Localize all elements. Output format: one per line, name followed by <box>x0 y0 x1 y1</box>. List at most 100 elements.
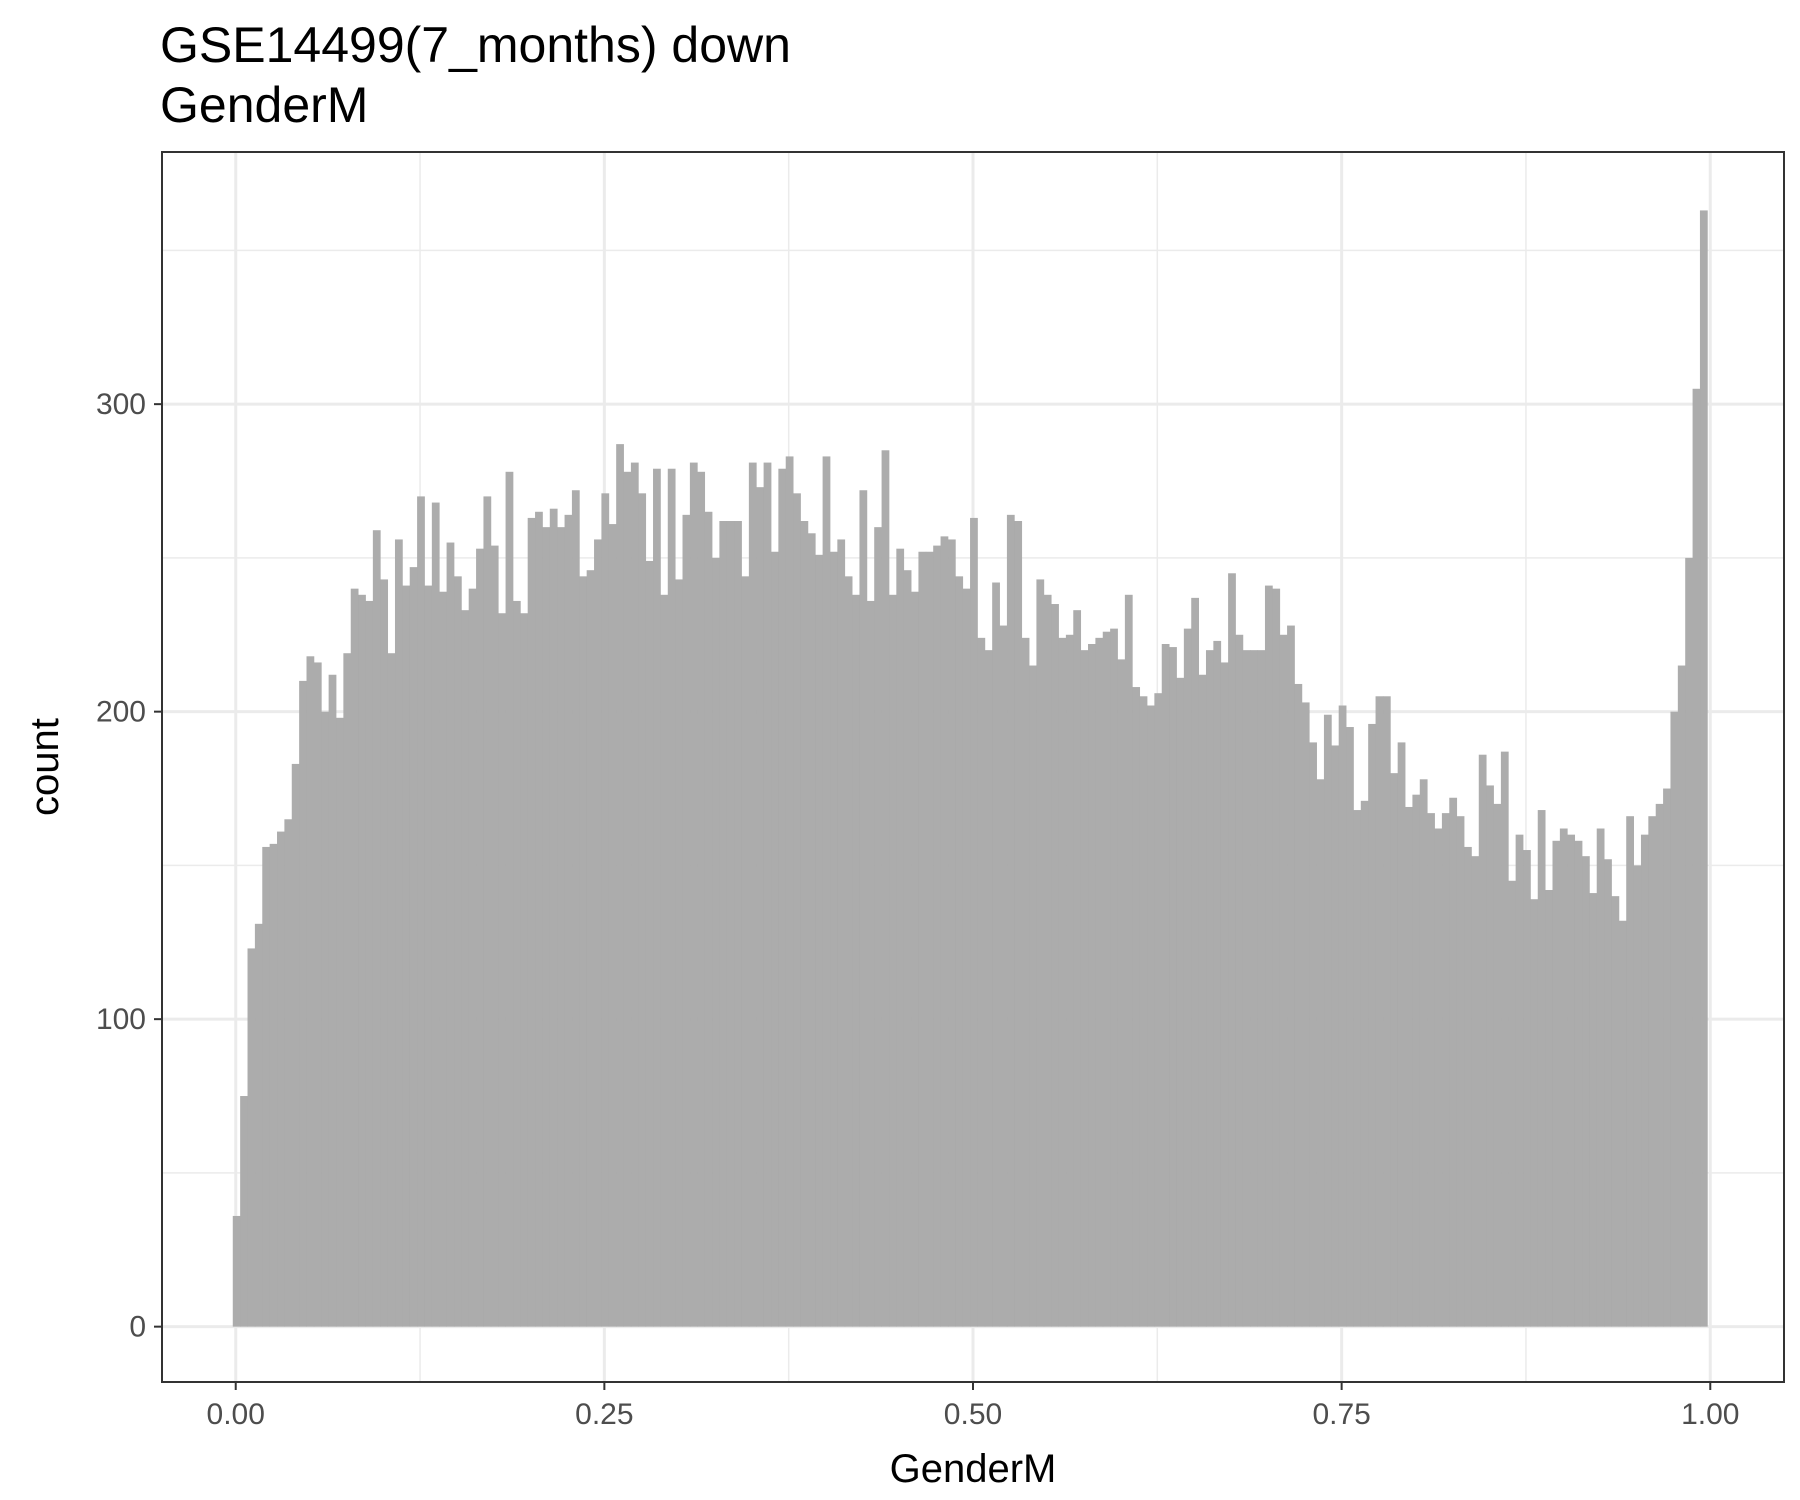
histogram-bar <box>1537 810 1546 1327</box>
histogram-bar <box>431 502 440 1327</box>
histogram-bar <box>1567 834 1576 1327</box>
histogram-bar <box>1154 693 1163 1327</box>
y-axis-title: count <box>23 718 67 816</box>
histogram-bar <box>1169 647 1177 1327</box>
y-axis: 0 100 200 300 <box>96 388 162 1344</box>
histogram-bar <box>977 637 986 1327</box>
histogram-bar <box>335 717 344 1327</box>
histogram-bar <box>1648 816 1657 1327</box>
histogram-bar <box>1301 702 1310 1327</box>
x-tick-label: 0.50 <box>944 1398 1002 1431</box>
histogram-bar <box>741 576 750 1327</box>
histogram-bar <box>1493 803 1502 1327</box>
histogram-bar <box>793 493 801 1327</box>
x-tick-label: 0.00 <box>207 1398 265 1431</box>
histogram-bar <box>697 471 706 1327</box>
histogram-bar <box>638 493 647 1327</box>
histogram-bar <box>1272 588 1281 1327</box>
x-tick-label: 1.00 <box>1681 1398 1739 1431</box>
histogram-bar <box>1368 723 1376 1327</box>
histogram-bar <box>579 576 588 1327</box>
histogram-bar <box>1139 696 1148 1327</box>
histogram-bar <box>1191 597 1200 1327</box>
histogram-bar <box>1095 637 1104 1327</box>
histogram-bar <box>1006 514 1015 1327</box>
histogram-bar <box>1545 890 1553 1327</box>
histogram-bar <box>557 527 565 1327</box>
histogram-bar <box>586 570 595 1327</box>
histogram-bar <box>512 600 521 1327</box>
histogram-bar <box>1110 628 1118 1327</box>
histogram-bar <box>1500 751 1509 1327</box>
histogram-bar <box>1449 797 1458 1327</box>
histogram-bar <box>1419 779 1428 1327</box>
histogram-bar <box>896 548 905 1327</box>
y-tick-label: 0 <box>129 1311 146 1344</box>
histogram-bar <box>933 545 941 1327</box>
histogram-bar <box>372 530 381 1327</box>
x-tick-label: 0.75 <box>1312 1398 1370 1431</box>
histogram-bar <box>940 536 949 1327</box>
histogram-bar <box>1250 650 1258 1327</box>
histogram-bar <box>1677 665 1686 1327</box>
histogram-bar <box>453 576 462 1327</box>
histogram-bar <box>1279 634 1288 1327</box>
histogram-bar <box>689 462 698 1327</box>
histogram-bar <box>409 567 418 1327</box>
histogram-bar <box>1589 893 1598 1327</box>
histogram-bar <box>999 625 1008 1327</box>
histogram-bar <box>1183 628 1192 1327</box>
histogram-bar <box>350 588 359 1327</box>
histogram-bar <box>483 496 492 1327</box>
histogram-bar <box>439 591 447 1327</box>
histogram-bar <box>1670 711 1679 1327</box>
histogram-bar <box>1257 650 1266 1327</box>
histogram-bar <box>1161 644 1170 1327</box>
histogram-bar <box>1508 880 1517 1327</box>
histogram-bar <box>601 493 610 1327</box>
histogram-bar <box>1574 840 1583 1327</box>
histogram-bar <box>1309 742 1317 1327</box>
histogram-bar <box>770 551 779 1327</box>
histogram-bar <box>844 576 853 1327</box>
histogram-bar <box>269 843 278 1327</box>
histogram-bar <box>829 551 838 1327</box>
histogram-bar <box>542 527 551 1327</box>
histogram-bar <box>1596 828 1605 1327</box>
histogram-bar <box>807 533 816 1327</box>
histogram-bar <box>616 444 624 1327</box>
histogram-bar <box>1441 813 1450 1327</box>
histogram-bar <box>284 819 293 1327</box>
histogram-bar <box>1382 696 1391 1327</box>
histogram-bar <box>1390 773 1399 1327</box>
histogram-bar <box>1685 557 1693 1327</box>
histogram-bar <box>734 521 742 1327</box>
histogram-bar <box>1014 521 1023 1327</box>
histogram-bar <box>874 527 882 1327</box>
histogram-bar <box>911 591 919 1327</box>
histogram-bar <box>1655 803 1664 1327</box>
histogram-bar <box>247 948 256 1327</box>
histogram-bar <box>468 588 477 1327</box>
histogram-bar <box>1478 754 1487 1327</box>
histogram-bar <box>277 831 285 1327</box>
histogram-bar <box>1080 650 1089 1327</box>
histogram-bar <box>785 456 794 1327</box>
histogram-bar <box>903 570 912 1327</box>
histogram-bar <box>1471 856 1480 1327</box>
histogram-bar <box>1618 920 1627 1327</box>
histogram-bar <box>313 662 322 1327</box>
histogram-bars <box>232 210 1708 1327</box>
histogram-bar <box>1663 788 1671 1327</box>
histogram-bar <box>888 594 897 1327</box>
histogram-bar <box>1124 594 1133 1327</box>
histogram-bar <box>343 653 352 1327</box>
histogram-bar <box>1331 745 1340 1327</box>
histogram-bar <box>446 542 455 1327</box>
y-tick-label: 300 <box>96 388 146 421</box>
histogram-bar <box>520 613 529 1327</box>
histogram-bar <box>1176 677 1185 1327</box>
histogram-bar <box>947 539 956 1327</box>
histogram-bar <box>1065 634 1074 1327</box>
